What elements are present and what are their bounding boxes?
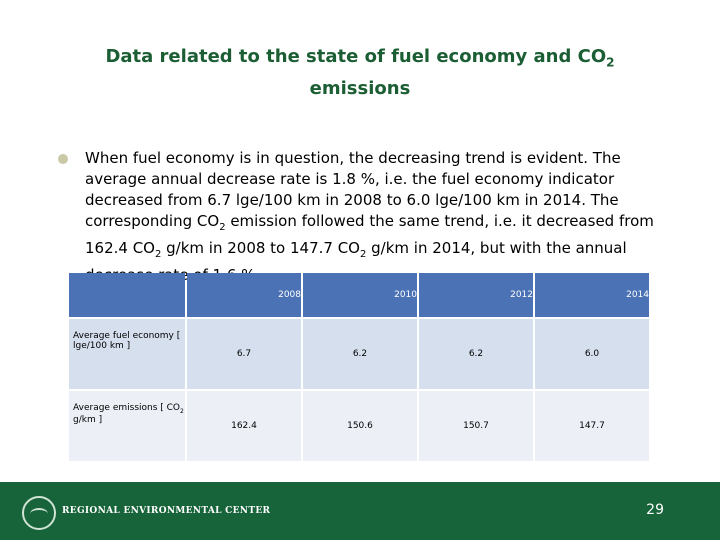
slide-title-line2: emissions	[309, 77, 411, 99]
bullet-paragraph: When fuel economy is in question, the de…	[85, 148, 675, 286]
bullet-text-part1: When fuel economy is in question, the de…	[85, 149, 621, 230]
table-row: Average emissions [ CO2 g/km ] 162.4 150…	[69, 391, 649, 461]
table-cell: 6.0	[535, 319, 649, 389]
table-header-year: 2014	[535, 273, 649, 317]
data-table: 2008 2010 2012 2014 Average fuel economy…	[67, 271, 651, 463]
table-header-year: 2012	[419, 273, 533, 317]
row-label-emissions-a: Average emissions [ CO	[73, 403, 181, 413]
table-cell: 150.6	[303, 391, 417, 461]
bullet-subscript-3: 2	[360, 249, 367, 260]
footer-brand: REGIONAL ENVIRONMENTAL CENTER	[62, 506, 271, 516]
row-label-emissions: Average emissions [ CO2 g/km ]	[69, 391, 185, 461]
row-label-emissions-b: g/km ]	[73, 414, 103, 425]
table-cell: 162.4	[187, 391, 301, 461]
table-header-empty	[69, 273, 185, 317]
row-label-emissions-sub: 2	[180, 407, 184, 415]
slide-title: Data related to the state of fuel econom…	[90, 44, 630, 102]
table-cell: 6.7	[187, 319, 301, 389]
table-cell: 147.7	[535, 391, 649, 461]
table-row: Average fuel economy [ lge/100 km ] 6.7 …	[69, 319, 649, 389]
slide-title-main: Data related to the state of fuel econom…	[105, 46, 607, 67]
rec-logo-icon	[22, 496, 56, 530]
table-header-year: 2008	[187, 273, 301, 317]
table-cell: 6.2	[419, 319, 533, 389]
table-header-row: 2008 2010 2012 2014	[69, 273, 649, 317]
slide-title-subscript: 2	[606, 55, 615, 70]
bullet-subscript-1: 2	[219, 222, 226, 233]
bullet-text-part3: g/km in 2008 to 147.7 CO	[161, 239, 360, 257]
bullet-icon	[58, 154, 68, 164]
table-cell: 150.7	[419, 391, 533, 461]
page-number: 29	[646, 502, 664, 518]
table-cell: 6.2	[303, 319, 417, 389]
table-header-year: 2010	[303, 273, 417, 317]
row-label-fuel-economy: Average fuel economy [ lge/100 km ]	[69, 319, 185, 389]
footer-bar: REGIONAL ENVIRONMENTAL CENTER 29	[0, 482, 720, 540]
bullet-subscript-2: 2	[155, 249, 162, 260]
bullet-text-part2: emission followed the same trend, i.e. i…	[85, 212, 654, 257]
